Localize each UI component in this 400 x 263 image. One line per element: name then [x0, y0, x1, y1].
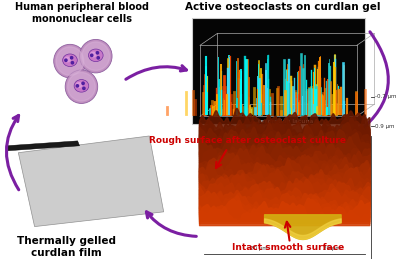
Circle shape: [70, 57, 73, 59]
Ellipse shape: [63, 54, 77, 67]
Circle shape: [65, 70, 98, 103]
Polygon shape: [18, 136, 164, 227]
Circle shape: [71, 62, 74, 64]
Ellipse shape: [65, 57, 70, 62]
Circle shape: [82, 82, 84, 84]
Text: 20 μm: 20 μm: [250, 246, 268, 251]
Bar: [192, 18, 364, 124]
Circle shape: [76, 85, 78, 87]
Circle shape: [82, 42, 110, 70]
Text: Thermally gelled
curdlan film: Thermally gelled curdlan film: [17, 236, 116, 258]
Circle shape: [80, 39, 112, 73]
Circle shape: [96, 52, 98, 54]
Circle shape: [97, 57, 99, 59]
Text: Human peripheral blood
mononuclear cells: Human peripheral blood mononuclear cells: [16, 2, 150, 24]
Ellipse shape: [76, 83, 82, 87]
Circle shape: [90, 54, 93, 57]
Text: Rough surface after osteoclast culture: Rough surface after osteoclast culture: [149, 136, 346, 145]
Text: 30 μm: 30 μm: [323, 246, 341, 251]
Text: Intact smooth surface: Intact smooth surface: [232, 243, 344, 252]
Circle shape: [65, 59, 67, 62]
Text: -0.7 μm: -0.7 μm: [375, 94, 396, 99]
Circle shape: [68, 73, 95, 101]
Polygon shape: [6, 141, 80, 151]
Text: resorption lacuna: resorption lacuna: [258, 119, 313, 124]
Circle shape: [54, 44, 86, 78]
Ellipse shape: [88, 49, 103, 62]
Circle shape: [83, 87, 85, 89]
Circle shape: [56, 47, 84, 75]
Ellipse shape: [90, 52, 96, 57]
Text: Active osteoclasts on curdlan gel: Active osteoclasts on curdlan gel: [186, 2, 381, 12]
Text: 0.9 μm: 0.9 μm: [375, 124, 394, 129]
Ellipse shape: [74, 80, 89, 92]
